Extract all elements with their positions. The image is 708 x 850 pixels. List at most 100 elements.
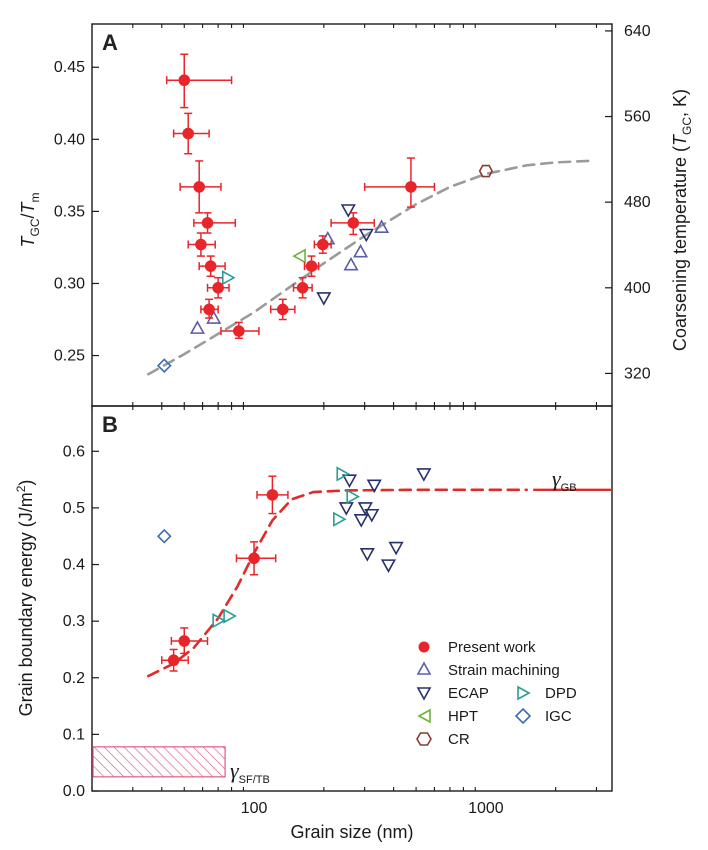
ecap-marker xyxy=(358,228,374,243)
b-ytick-label: 0.5 xyxy=(63,500,85,517)
panel-a-ylabel-right: Coarsening temperature (TGC, K) xyxy=(670,89,694,351)
dpd-marker xyxy=(212,613,226,629)
gamma-gb-label: γGB xyxy=(552,466,577,494)
cr-marker xyxy=(478,164,493,178)
sf-tb-band-layer xyxy=(92,746,226,778)
a-ytick-label: 0.25 xyxy=(54,348,85,365)
legend-marker-present-work xyxy=(418,641,430,653)
legend-marker-igc xyxy=(514,707,532,725)
panel-a-ylabel-left: TGC/Tm xyxy=(18,192,42,247)
present-work-point xyxy=(212,281,224,294)
panel-b-label: B xyxy=(102,412,118,437)
present-work-point xyxy=(193,181,205,193)
igc-marker xyxy=(156,528,172,544)
panel-a-fit-curve xyxy=(147,159,591,376)
present-work-point xyxy=(248,552,260,565)
panel-a-axes: 0.25 0.30 0.35 0.40 0.45 320 400 480 560 640 xyxy=(54,23,651,406)
b-ytick-label: 0.3 xyxy=(63,613,85,630)
dpd-marker xyxy=(221,270,236,286)
hpt-marker xyxy=(292,248,306,264)
present-work-point xyxy=(266,489,279,501)
panel-a-fit-curve-layer xyxy=(147,159,591,376)
strain-machining-marker xyxy=(352,243,369,258)
b-ytick-label: 0.6 xyxy=(63,443,85,460)
present-work-point xyxy=(296,281,309,294)
a-ytick-label: 0.45 xyxy=(54,59,85,76)
present-work-point xyxy=(204,260,217,272)
strain-machining-marker xyxy=(343,256,359,271)
legend-label-dpd: DPD xyxy=(545,685,577,702)
present-work-point xyxy=(195,238,207,251)
dpd-marker xyxy=(336,466,351,482)
gamma-sf-tb-label: γSF/TB xyxy=(230,758,270,786)
strain-machining-marker xyxy=(374,219,390,234)
a-ytick-label: 0.35 xyxy=(54,203,85,220)
ecap-marker xyxy=(353,514,369,528)
ecap-marker xyxy=(380,559,397,573)
present-work-point xyxy=(182,127,195,140)
present-work-point xyxy=(167,654,180,667)
a-right-tick-label: 640 xyxy=(624,23,651,40)
panel-a-points xyxy=(156,53,493,373)
legend-label-present-work: Present work xyxy=(448,639,536,656)
legend-marker-hpt xyxy=(417,708,431,724)
legend-label-cr: CR xyxy=(448,731,470,748)
present-work-point xyxy=(276,303,289,316)
b-ytick-label: 0.0 xyxy=(63,783,85,800)
ecap-marker xyxy=(338,502,354,516)
ecap-marker xyxy=(359,548,375,562)
b-ytick-label: 0.4 xyxy=(63,557,85,574)
legend-marker-cr xyxy=(416,732,432,746)
present-work-point xyxy=(178,635,191,647)
panel-a-frame xyxy=(91,23,613,407)
a-right-tick-label: 480 xyxy=(624,194,651,211)
b-ytick-label: 0.1 xyxy=(63,726,85,743)
dpd-marker xyxy=(223,608,237,624)
panel-a-label: A xyxy=(102,30,118,55)
a-ytick-label: 0.30 xyxy=(54,275,85,292)
legend-label-hpt: HPT xyxy=(448,708,478,725)
present-work-point xyxy=(317,238,329,251)
ecap-marker xyxy=(364,508,380,523)
ecap-marker xyxy=(366,479,382,494)
ecap-marker xyxy=(388,541,404,556)
present-work-point xyxy=(203,303,215,316)
present-work-point xyxy=(178,74,191,87)
x-axis-title: Grain size (nm) xyxy=(290,822,413,842)
ecap-marker xyxy=(341,474,358,489)
panel-b-axes: 0.0 0.1 0.2 0.3 0.4 0.5 0.6 100 1000 xyxy=(63,406,598,817)
panel-b-fit-curve xyxy=(147,488,528,678)
dpd-marker xyxy=(346,489,361,505)
legend-marker-dpd xyxy=(517,685,531,701)
dpd-marker xyxy=(333,511,347,527)
ecap-marker xyxy=(316,292,332,306)
b-xtick-label: 100 xyxy=(241,800,268,817)
legend-marker-ecap xyxy=(416,687,432,701)
present-work-point xyxy=(347,217,360,229)
present-work-point xyxy=(305,260,318,272)
ecap-marker xyxy=(357,502,373,516)
panel-b-ylabel: Grain boundary energy (J/m2) xyxy=(14,480,36,717)
legend: Present work Strain machining ECAP DPD H… xyxy=(416,639,577,748)
ecap-marker xyxy=(416,468,432,482)
sf-tb-band xyxy=(92,746,226,778)
legend-marker-strain-machining xyxy=(416,661,432,675)
panel-b-frame xyxy=(91,405,613,792)
legend-label-ecap: ECAP xyxy=(448,685,489,702)
b-ytick-label: 0.2 xyxy=(63,670,85,687)
b-xtick-label: 1000 xyxy=(468,800,504,817)
a-right-tick-label: 400 xyxy=(624,280,651,297)
ecap-marker xyxy=(340,204,356,218)
panel-b-fit-curve-layer xyxy=(147,488,612,678)
a-right-tick-label: 560 xyxy=(624,109,651,126)
present-work-point xyxy=(405,181,417,193)
legend-label-strain-machining: Strain machining xyxy=(448,662,560,679)
igc-marker xyxy=(156,358,172,373)
strain-machining-marker xyxy=(189,320,206,334)
a-right-tick-label: 320 xyxy=(624,365,651,382)
legend-label-igc: IGC xyxy=(545,708,572,725)
a-ytick-label: 0.40 xyxy=(54,131,85,148)
present-work-point xyxy=(201,217,214,229)
panel-b-points xyxy=(156,466,432,672)
